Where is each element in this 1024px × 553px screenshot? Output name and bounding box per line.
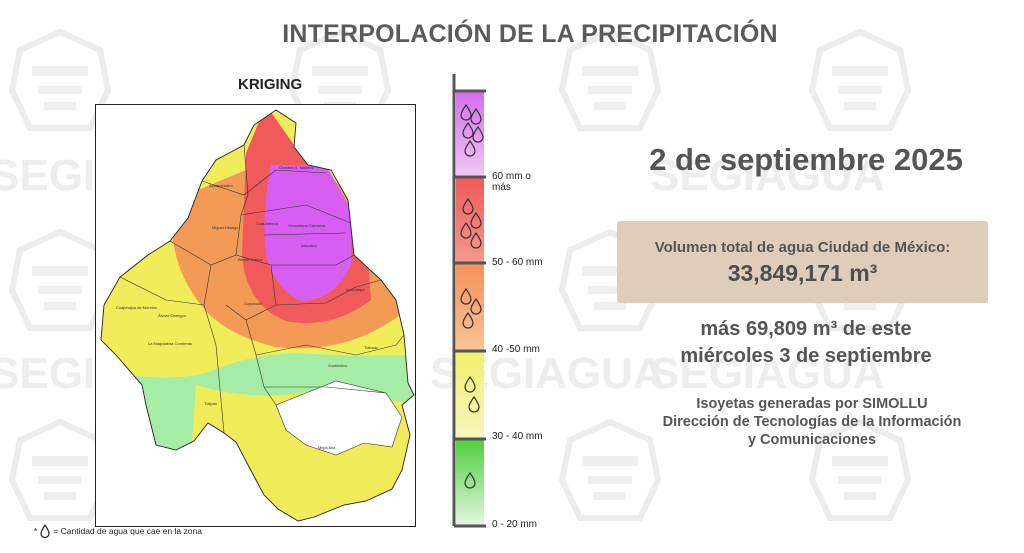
white-southeast-area: [275, 380, 403, 456]
svg-text:Cuajimalpa de Morelos: Cuajimalpa de Morelos: [116, 305, 157, 310]
scale-label-30-40: 30 - 40 mm: [492, 431, 543, 442]
scale-band-yellow: [456, 351, 484, 439]
report-date: 2 de septiembre 2025: [649, 142, 963, 177]
svg-text:Coyoacán: Coyoacán: [244, 301, 262, 306]
volume-label: Volumen total de agua Ciudad de México:: [654, 239, 951, 256]
scale-label-50-60: 50 - 60 mm: [492, 257, 543, 268]
additional-volume-line2: miércoles 3 de septiembre: [680, 345, 932, 367]
map-method-title: KRIGING: [238, 76, 303, 93]
svg-text:Iztapalapa: Iztapalapa: [346, 287, 365, 292]
borough-boundaries: [119, 144, 405, 434]
additional-volume-line1: más 69,809 m³ de este: [700, 318, 912, 340]
water-drop-icon: [40, 524, 50, 538]
credits-line1: Isoyetas generadas por SIMOLLU: [696, 396, 928, 412]
additional-volume: más 69,809 m³ de este miércoles 3 de sep…: [620, 316, 992, 370]
svg-text:Álvaro Obregón: Álvaro Obregón: [158, 313, 186, 318]
svg-text:Venustiano Carranza: Venustiano Carranza: [288, 223, 326, 228]
legend-note: * = Cantidad de agua que cae en la zona: [34, 524, 202, 538]
watermark-text: SEGIAGUA: [650, 349, 885, 398]
svg-text:Miguel Hidalgo: Miguel Hidalgo: [212, 225, 239, 230]
precipitation-map: Gustavo A. Madero Azcapotzalco Miguel Hi…: [95, 104, 416, 527]
volume-panel: Volumen total de agua Ciudad de México: …: [617, 221, 988, 303]
volume-value: 33,849,171 m³: [727, 260, 878, 286]
credits: Isoyetas generadas por SIMOLLU Dirección…: [620, 395, 1004, 449]
svg-text:Milpa Alta: Milpa Alta: [318, 445, 336, 450]
scale-band-green: [456, 439, 484, 526]
precipitation-scale: 60 mm o más 50 - 60 mm 40 -50 mm 30 - 40…: [440, 74, 550, 534]
scale-label-60-plus: 60 mm o más: [492, 171, 531, 193]
legend-note-text: = Cantidad de agua que cae en la zona: [53, 526, 202, 536]
legend-note-prefix: *: [34, 526, 38, 536]
credits-line2: Dirección de Tecnologías de la Informaci…: [662, 414, 962, 430]
svg-text:Cuauhtémoc: Cuauhtémoc: [256, 221, 279, 226]
svg-text:Tláhuac: Tláhuac: [364, 345, 378, 350]
station-labels: Gustavo A. Madero Azcapotzalco Miguel Hi…: [116, 165, 378, 450]
scale-label-40-50: 40 -50 mm: [492, 344, 540, 355]
main-title: INTERPOLACIÓN DE LA PRECIPITACIÓN: [282, 20, 778, 48]
credits-line3: y Comunicaciones: [747, 432, 877, 448]
scale-band-purple: [456, 91, 484, 177]
watermark-text: SEGIAGUA: [650, 151, 885, 200]
scale-frame: [452, 74, 486, 528]
scale-band-orange: [456, 263, 484, 351]
scale-label-0-20: 0 - 20 mm: [492, 519, 538, 530]
svg-text:Iztacalco: Iztacalco: [301, 243, 318, 248]
svg-text:Gustavo A. Madero: Gustavo A. Madero: [279, 165, 314, 170]
svg-text:La Magdalena Contreras: La Magdalena Contreras: [148, 341, 192, 346]
svg-text:Benito Juárez: Benito Juárez: [238, 257, 262, 262]
svg-text:Azcapotzalco: Azcapotzalco: [209, 183, 234, 188]
zone-purple: [264, 165, 351, 301]
scale-band-red: [456, 177, 484, 263]
svg-text:Xochimilco: Xochimilco: [328, 363, 348, 368]
svg-text:Tlalpan: Tlalpan: [204, 401, 217, 406]
